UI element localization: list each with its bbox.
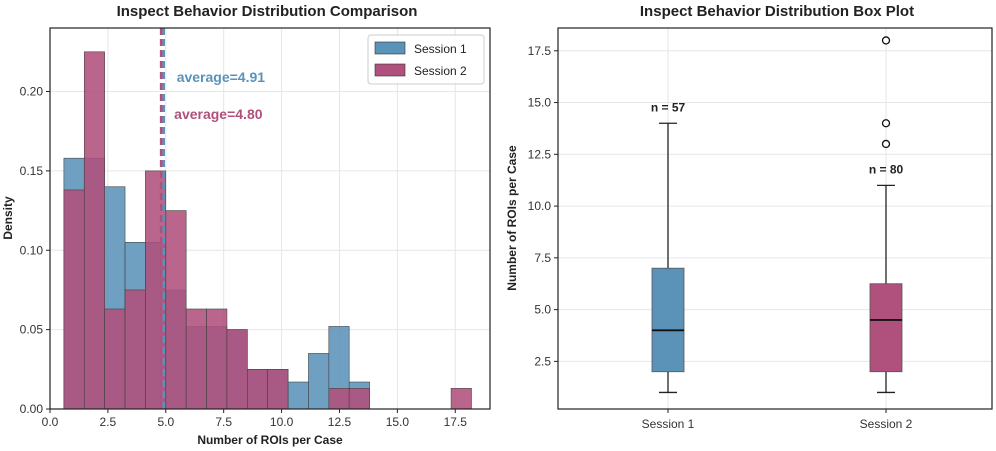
- flier-session-2: [881, 119, 891, 128]
- histogram-xtick-label: 17.5: [444, 415, 468, 429]
- histogram-bars: [63, 51, 472, 410]
- histogram-bar-2: [124, 289, 146, 410]
- histogram-bar-2: [348, 388, 370, 410]
- boxplot-ytick-label: 12.5: [528, 147, 552, 161]
- histogram-bar-2: [165, 210, 187, 410]
- histogram-title: Inspect Behavior Distribution Comparison: [117, 3, 418, 20]
- histogram-xlabel: Number of ROIs per Case: [197, 433, 343, 447]
- legend-swatch-session-1: [374, 41, 406, 55]
- boxplot-title: Inspect Behavior Distribution Box Plot: [640, 3, 914, 20]
- n-label-session-2: n = 80: [869, 162, 904, 176]
- histogram-xtick-label: 15.0: [386, 415, 410, 429]
- histogram-ytick-label: 0.20: [20, 85, 44, 99]
- histogram-ytick-label: 0.15: [20, 164, 44, 178]
- boxplot-xtick-label: Session 1: [642, 417, 695, 431]
- boxplot-ytick-label: 5.0: [534, 303, 551, 317]
- boxplot-panel: Inspect Behavior Distribution Box Plot n…: [505, 3, 993, 431]
- histogram-bar-2: [83, 51, 105, 410]
- histogram-xtick-label: 12.5: [328, 415, 352, 429]
- histogram-bar-1: [287, 381, 309, 410]
- histogram-bar-2: [247, 369, 268, 410]
- boxplot-ytick-label: 10.0: [528, 199, 552, 213]
- boxplot-grid: [558, 28, 992, 409]
- histogram-frame: [49, 27, 491, 410]
- histogram-bar-2: [206, 308, 228, 410]
- legend-label-session-2: Session 2: [414, 64, 467, 78]
- histogram-xtick-label: 0.0: [42, 415, 59, 429]
- histogram-xtick-label: 10.0: [270, 415, 294, 429]
- boxplot-ytick-label: 17.5: [528, 44, 552, 58]
- histogram-ytick-label: 0.10: [20, 243, 44, 257]
- legend-swatch-session-2: [374, 63, 406, 77]
- histogram-bar-2: [63, 189, 85, 410]
- histogram-bar-2: [226, 329, 248, 410]
- histogram-panel: Inspect Behavior Distribution Comparison…: [1, 3, 491, 447]
- mean-label-session-1: average=4.91: [177, 69, 266, 85]
- histogram-ytick-label: 0.00: [20, 402, 44, 416]
- boxplot-ylabel: Number of ROIs per Case: [505, 145, 519, 291]
- boxplot-xtick-label: Session 2: [860, 417, 913, 431]
- histogram-bar-2: [450, 388, 472, 410]
- flier-session-2: [881, 36, 891, 45]
- box-session-1: [651, 267, 685, 373]
- boxplot-ytick-label: 7.5: [534, 251, 551, 265]
- boxplot-ytick-label: 15.0: [528, 96, 552, 110]
- n-label-session-1: n = 57: [651, 100, 686, 114]
- boxplot-boxes: n = 57 n = 80: [651, 36, 904, 394]
- boxplot-ytick-label: 2.5: [534, 354, 551, 368]
- histogram-ylabel: Density: [1, 196, 15, 240]
- boxplot-ticks: 2.5 5.0 7.5 10.0 12.5 15.0 17.5 Session 1 Sessio…: [528, 44, 913, 431]
- histogram-xtick-label: 2.5: [100, 415, 117, 429]
- flier-session-2: [881, 139, 891, 149]
- histogram-bar-2: [267, 369, 289, 410]
- histogram-bar-1: [308, 353, 330, 410]
- histogram-xtick-label: 7.5: [215, 415, 232, 429]
- legend-label-session-1: Session 1: [414, 42, 467, 56]
- mean-label-session-2: average=4.80: [174, 106, 263, 122]
- histogram-legend: Session 1 Session 2: [367, 34, 485, 85]
- histogram-bar-2: [104, 308, 126, 410]
- histogram-ticks: 0.0 2.5 5.0 7.5 10.0 12.5 15.0 17.5 0.00 0.05 0.10…: [20, 85, 468, 430]
- histogram-xtick-label: 5.0: [157, 415, 174, 429]
- histogram-bar-2: [328, 388, 350, 410]
- boxplot-frame: [557, 27, 993, 410]
- histogram-mean-lines: average=4.91 average=4.80: [159, 28, 266, 409]
- histogram-ytick-label: 0.05: [20, 323, 44, 337]
- histogram-bar-2: [185, 308, 207, 410]
- box-session-2: [869, 283, 903, 373]
